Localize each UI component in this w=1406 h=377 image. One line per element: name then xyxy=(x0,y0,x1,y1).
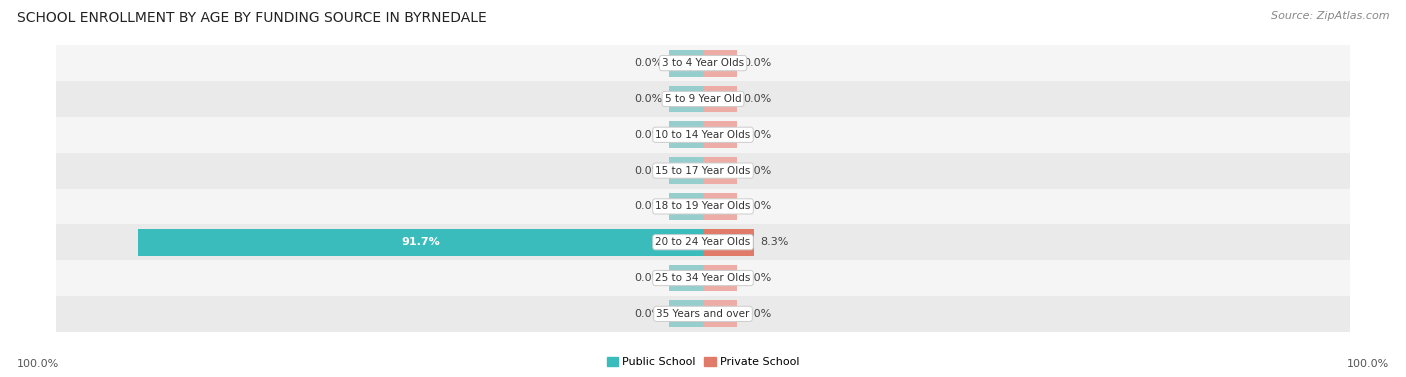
Bar xyxy=(56,260,1350,296)
Bar xyxy=(703,121,737,148)
Text: 0.0%: 0.0% xyxy=(742,58,772,68)
Bar xyxy=(56,296,1350,332)
Text: 5 to 9 Year Old: 5 to 9 Year Old xyxy=(665,94,741,104)
Bar xyxy=(703,265,737,291)
Text: 18 to 19 Year Olds: 18 to 19 Year Olds xyxy=(655,201,751,211)
Text: 0.0%: 0.0% xyxy=(742,166,772,176)
Bar xyxy=(56,153,1350,188)
Bar xyxy=(56,117,1350,153)
Text: 0.0%: 0.0% xyxy=(742,94,772,104)
Text: 3 to 4 Year Olds: 3 to 4 Year Olds xyxy=(662,58,744,68)
Bar xyxy=(703,157,737,184)
Text: 0.0%: 0.0% xyxy=(634,94,664,104)
Text: Source: ZipAtlas.com: Source: ZipAtlas.com xyxy=(1271,11,1389,21)
Bar xyxy=(703,300,737,327)
Legend: Public School, Private School: Public School, Private School xyxy=(602,352,804,371)
Bar xyxy=(56,224,1350,260)
Text: 0.0%: 0.0% xyxy=(742,273,772,283)
Text: 0.0%: 0.0% xyxy=(742,130,772,140)
Text: 15 to 17 Year Olds: 15 to 17 Year Olds xyxy=(655,166,751,176)
Text: 0.0%: 0.0% xyxy=(634,58,664,68)
Text: 20 to 24 Year Olds: 20 to 24 Year Olds xyxy=(655,237,751,247)
Text: 25 to 34 Year Olds: 25 to 34 Year Olds xyxy=(655,273,751,283)
Bar xyxy=(56,188,1350,224)
Bar xyxy=(56,45,1350,81)
Text: 8.3%: 8.3% xyxy=(761,237,789,247)
Bar xyxy=(703,86,737,112)
Bar xyxy=(703,229,754,256)
Bar xyxy=(669,86,703,112)
Text: 91.7%: 91.7% xyxy=(401,237,440,247)
Text: 0.0%: 0.0% xyxy=(634,130,664,140)
Text: 0.0%: 0.0% xyxy=(634,273,664,283)
Bar xyxy=(669,193,703,220)
Bar xyxy=(703,50,737,77)
Bar xyxy=(669,300,703,327)
Text: SCHOOL ENROLLMENT BY AGE BY FUNDING SOURCE IN BYRNEDALE: SCHOOL ENROLLMENT BY AGE BY FUNDING SOUR… xyxy=(17,11,486,25)
Text: 0.0%: 0.0% xyxy=(634,309,664,319)
Bar xyxy=(669,121,703,148)
Text: 35 Years and over: 35 Years and over xyxy=(657,309,749,319)
Text: 10 to 14 Year Olds: 10 to 14 Year Olds xyxy=(655,130,751,140)
Bar xyxy=(56,81,1350,117)
Bar xyxy=(703,193,737,220)
Text: 0.0%: 0.0% xyxy=(634,201,664,211)
Text: 100.0%: 100.0% xyxy=(1347,359,1389,369)
Bar xyxy=(669,265,703,291)
Bar xyxy=(669,157,703,184)
Text: 100.0%: 100.0% xyxy=(17,359,59,369)
Text: 0.0%: 0.0% xyxy=(742,201,772,211)
Text: 0.0%: 0.0% xyxy=(634,166,664,176)
Bar xyxy=(138,229,703,256)
Text: 0.0%: 0.0% xyxy=(742,309,772,319)
Bar xyxy=(669,50,703,77)
